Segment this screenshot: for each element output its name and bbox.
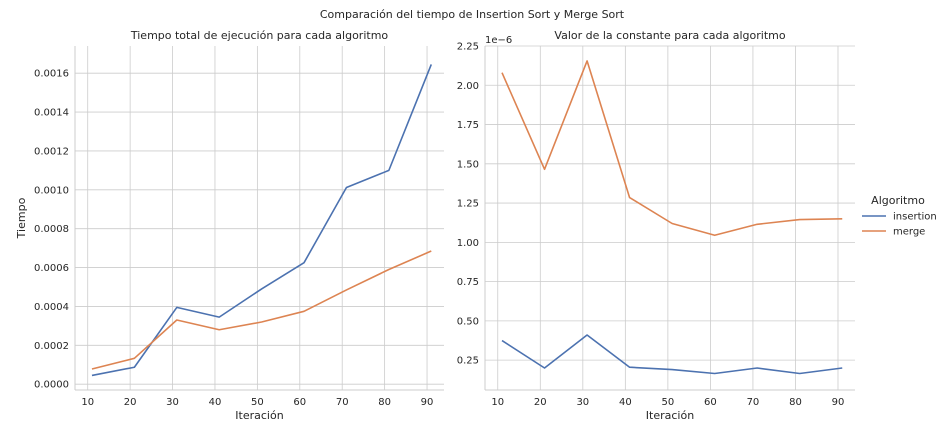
x-tick-label: 30 (576, 397, 589, 408)
x-tick-label: 10 (491, 397, 504, 408)
series-line-merge (501, 60, 843, 237)
panel-total-time: 10 20 30 40 50 60 70 80 90 0.0000 0.0002 0.0004 0.00… (15, 29, 444, 422)
y-tick-label: 0.50 (457, 316, 479, 327)
y-tick-label: 2.00 (457, 81, 479, 92)
y-tick-label: 1.75 (457, 120, 479, 131)
x-tick-label: 60 (293, 397, 306, 408)
x-tick-label: 80 (378, 397, 391, 408)
x-tick-label: 10 (81, 397, 94, 408)
y-axis-label: Tiempo (15, 197, 28, 239)
figure-suptitle: Comparación del tiempo de Insertion Sort… (320, 8, 625, 21)
legend-label-insertion: insertion (893, 212, 937, 223)
y-tick-label: 0.25 (457, 356, 479, 367)
y-tick-label: 1.00 (457, 238, 479, 249)
x-tick-label: 20 (534, 397, 547, 408)
x-axis-label: Iteración (235, 409, 283, 422)
x-tick-label: 30 (166, 397, 179, 408)
x-tick-label: 40 (619, 397, 632, 408)
y-tick-label: 0.0012 (34, 146, 69, 157)
y-tick-label: 0.0016 (34, 69, 69, 80)
panel-title: Tiempo total de ejecución para cada algo… (130, 29, 389, 42)
y-tick-label: 0.0002 (34, 341, 69, 352)
panel-constant: 10 20 30 40 50 60 70 80 90 0.25 0.50 0.75 1.00 1.25 1.… (457, 29, 855, 422)
legend: Algoritmo insertion merge (862, 194, 937, 238)
y-tick-label: 0.0000 (34, 380, 69, 391)
y-tick-label: 0.0008 (34, 224, 69, 235)
series-line-merge (91, 250, 432, 370)
y-tick-label: 2.25 (457, 42, 479, 53)
y-tick-label: 0.0010 (34, 185, 69, 196)
legend-title: Algoritmo (871, 194, 925, 207)
y-tick-label: 0.75 (457, 277, 479, 288)
x-tick-label: 70 (336, 397, 349, 408)
x-tick-label: 50 (662, 397, 675, 408)
x-tick-label: 50 (251, 397, 264, 408)
x-tick-label: 70 (747, 397, 760, 408)
y-tick-label: 0.0014 (34, 108, 69, 119)
x-tick-label: 40 (209, 397, 222, 408)
x-axis-label: Iteración (646, 409, 694, 422)
y-tick-label: 1.25 (457, 199, 479, 210)
x-tick-label: 60 (704, 397, 717, 408)
x-tick-label: 20 (124, 397, 137, 408)
x-tick-label: 80 (789, 397, 802, 408)
panel-title: Valor de la constante para cada algoritm… (554, 29, 785, 42)
y-tick-label: 1.50 (457, 159, 479, 170)
x-tick-label: 90 (832, 397, 845, 408)
series-line-insertion (501, 334, 843, 375)
y-tick-label: 0.0006 (34, 263, 69, 274)
y-tick-label: 0.0004 (34, 302, 69, 313)
series-line-insertion (91, 64, 433, 377)
x-tick-label: 90 (421, 397, 434, 408)
legend-label-merge: merge (893, 227, 925, 238)
y-offset-text: 1e−6 (485, 35, 512, 46)
